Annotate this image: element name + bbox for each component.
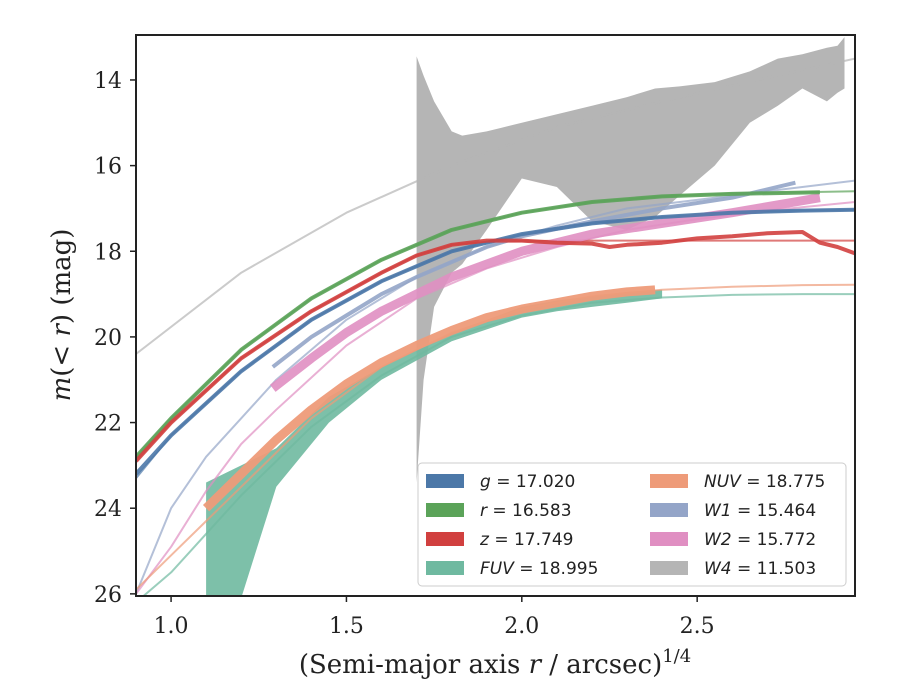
observed-curves: [136, 180, 855, 512]
legend-label-w2: W2 = 15.772: [704, 530, 816, 550]
fuv-uncertainty-band: [206, 289, 663, 596]
y-axis-label-rest: ) (mag): [47, 229, 77, 325]
legend-frame: [417, 462, 847, 587]
y-tick-label: 22: [94, 412, 122, 437]
y-tick-label: 14: [94, 69, 122, 94]
x-axis-label-main: (Semi-major axis: [299, 650, 529, 680]
legend-swatch-w2: [650, 532, 688, 546]
legend-label-g: g = 17.020: [480, 472, 575, 492]
x-axis-ticks: 1.0 1.5 2.0 2.5: [154, 596, 715, 639]
plot-frame: [135, 34, 856, 597]
r-observed-line: [136, 190, 820, 459]
legend-swatch-w1: [650, 503, 688, 517]
legend-label-z: z = 17.749: [479, 530, 573, 550]
y-axis-label-m: m: [47, 377, 77, 402]
legend-label-nuv: NUV = 18.775: [704, 472, 825, 492]
legend-label-fuv: FUV = 18.995: [480, 559, 598, 579]
y-tick-label: 24: [94, 497, 122, 522]
x-tick-label: 2.5: [680, 614, 715, 639]
y-tick-label: 18: [94, 240, 122, 265]
legend-label-r: r = 16.583: [480, 501, 572, 521]
x-axis-label-unit: / arcsec): [541, 650, 662, 680]
y-axis-ticks: 14 16 18 20 22 24 26: [94, 69, 136, 608]
uncertainty-bands: [206, 37, 845, 596]
legend-swatch-w4: [650, 561, 688, 575]
x-tick-label: 2.0: [504, 614, 539, 639]
y-axis-label: m(< r) (mag): [47, 229, 77, 402]
legend-swatch-z: [426, 532, 464, 546]
fuv-model-line: [141, 293, 855, 596]
y-axis-label-open: (<: [47, 337, 77, 377]
x-axis-label-exp: 1/4: [662, 646, 691, 667]
y-tick-label: 26: [94, 583, 122, 608]
legend-swatch-nuv: [650, 474, 688, 488]
legend-swatch-fuv: [426, 561, 464, 575]
g-observed-line: [136, 207, 855, 476]
w1-observed-line: [271, 180, 796, 369]
y-axis-label-r: r: [47, 323, 77, 337]
legend-swatch-g: [426, 474, 464, 488]
y-tick-label: 20: [94, 326, 122, 351]
legend-swatch-r: [426, 503, 464, 517]
w2-observed-line: [270, 193, 821, 392]
nuv-observed-line: [202, 285, 656, 512]
z-observed-line: [136, 230, 855, 463]
x-tick-label: 1.0: [154, 614, 189, 639]
x-axis-label-var: r: [529, 650, 543, 680]
y-tick-label: 16: [94, 155, 122, 180]
x-tick-label: 1.5: [329, 614, 364, 639]
w4-model-line: [136, 57, 855, 355]
x-axis-label: (Semi-major axis r / arcsec)1/4: [299, 646, 691, 680]
legend-label-w4: W4 = 11.503: [704, 559, 816, 579]
w4-uncertainty-band: [416, 37, 845, 483]
legend-label-w1: W1 = 15.464: [704, 501, 816, 521]
legend: g = 17.020 r = 16.583 z = 17.749 FUV = 18.9…: [417, 462, 847, 587]
